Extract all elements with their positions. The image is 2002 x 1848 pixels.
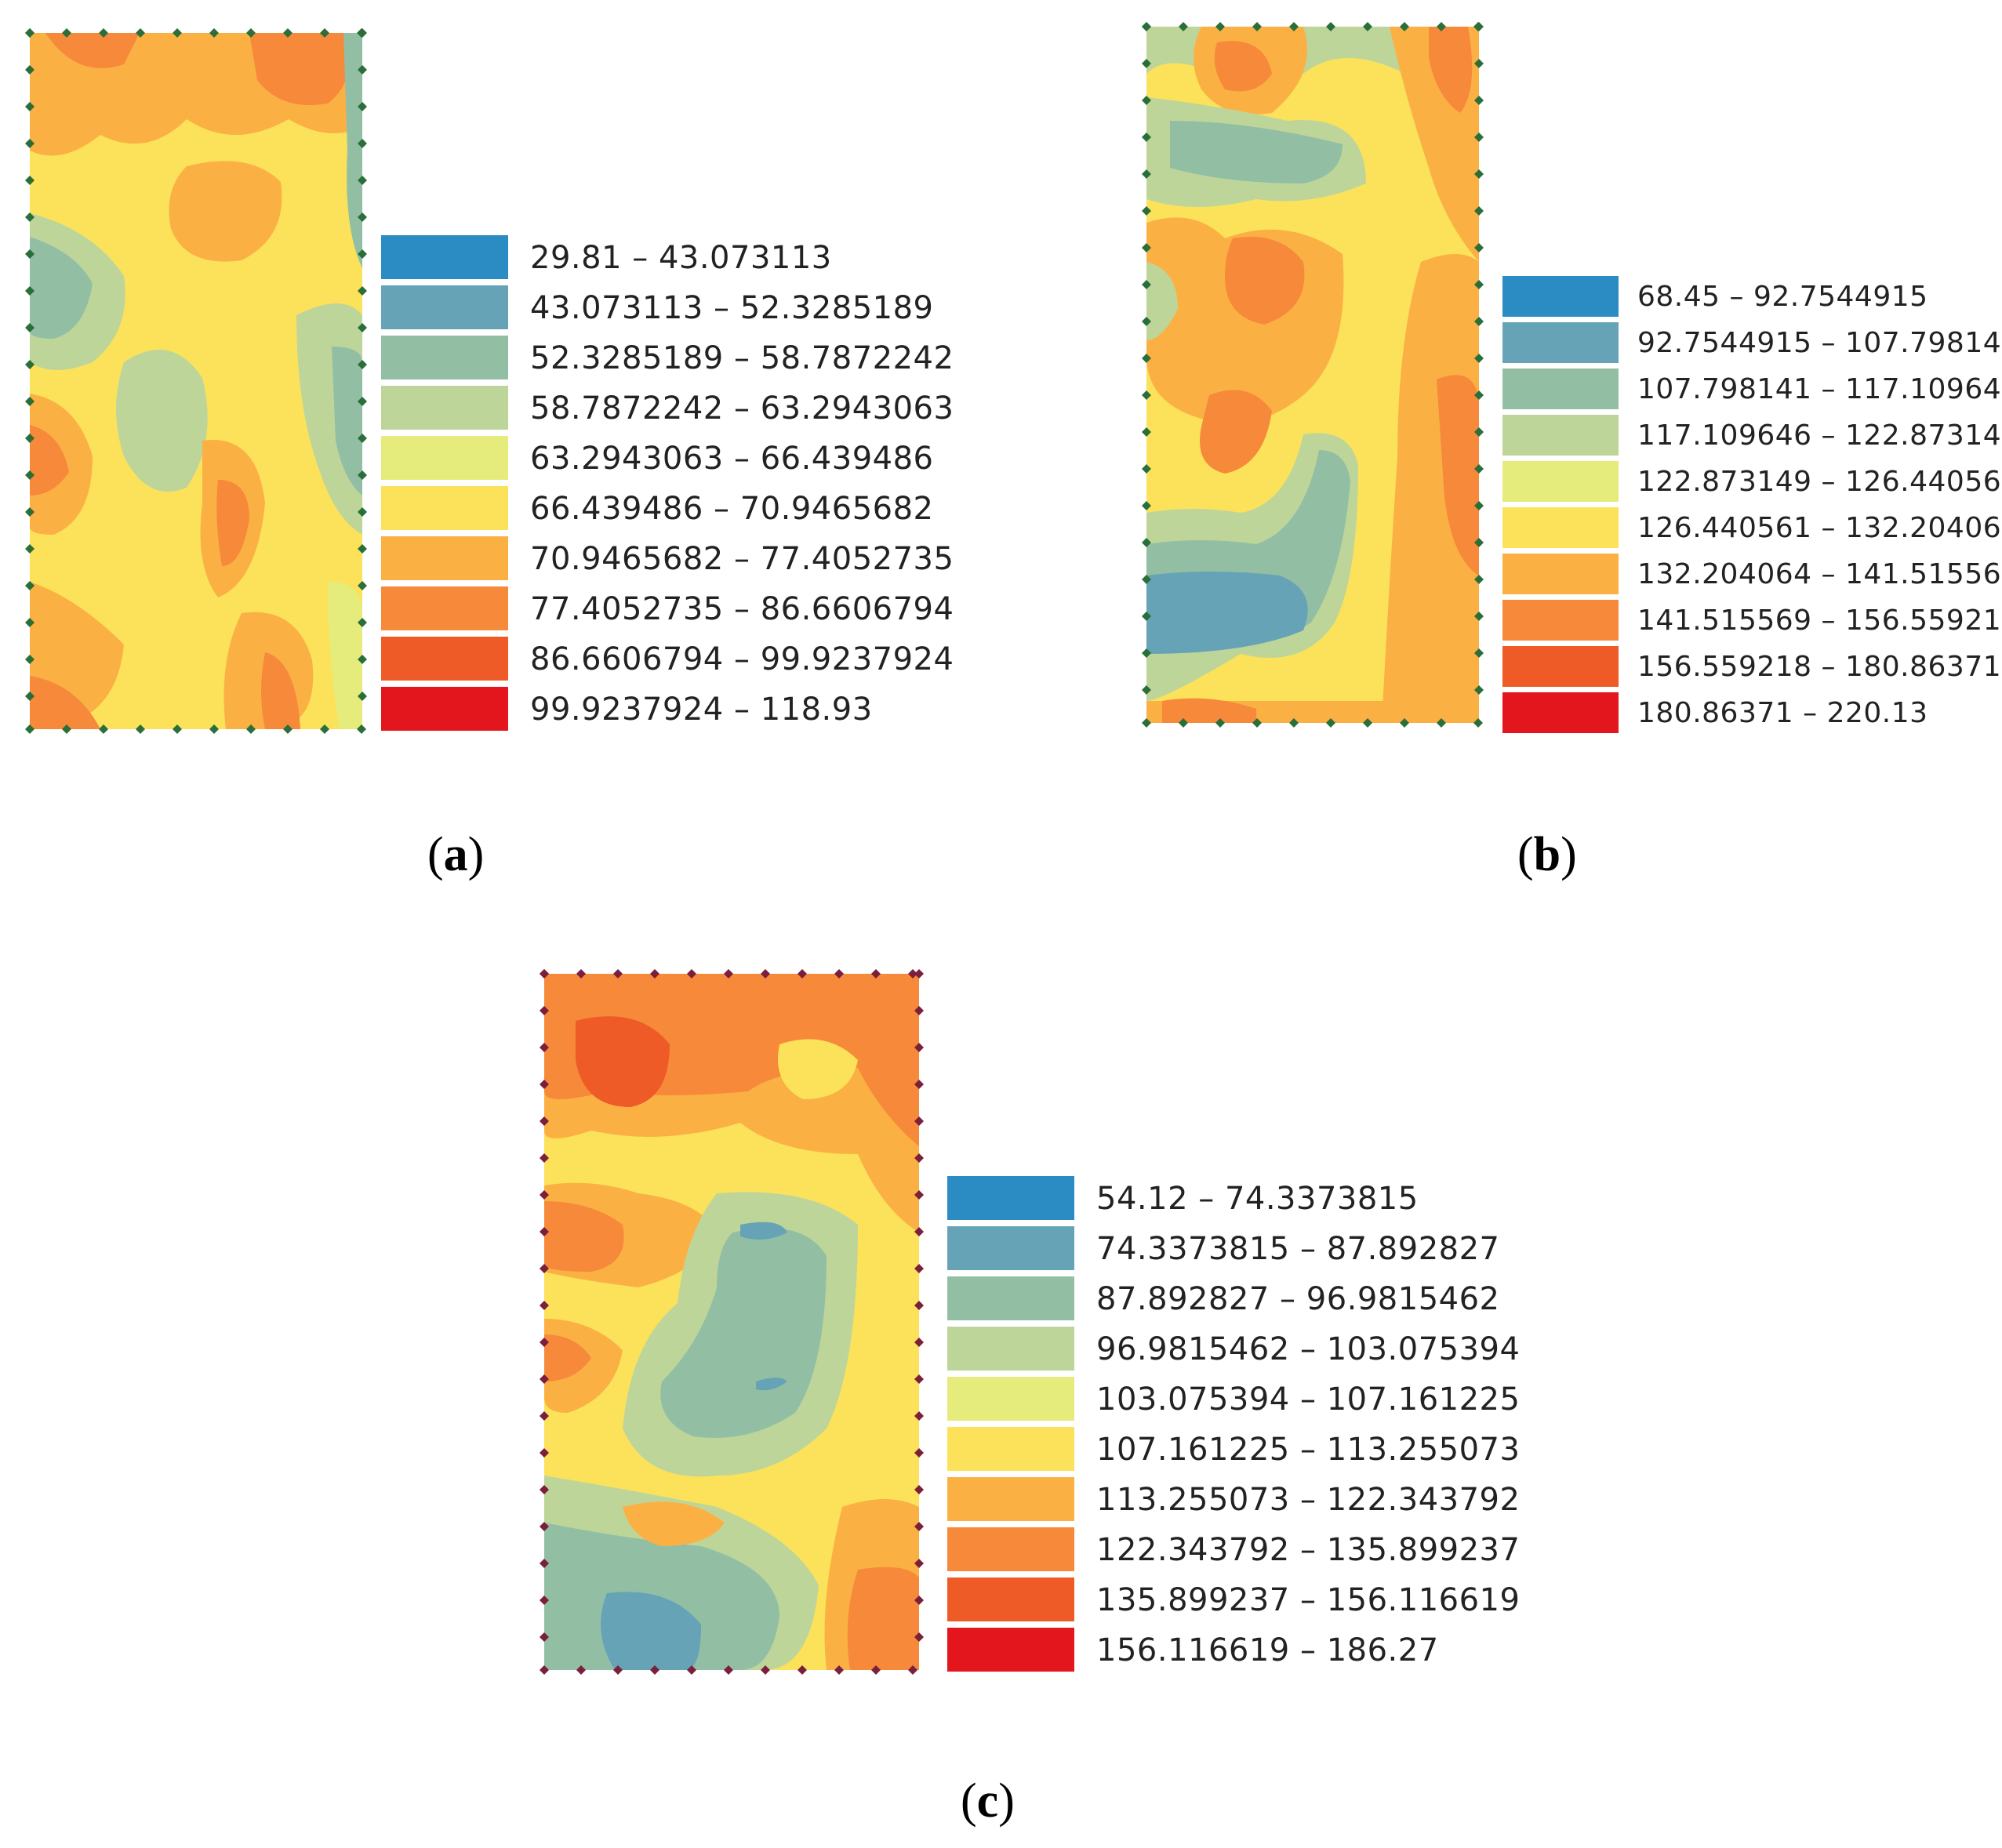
legend-label: 58.7872242 – 63.2943063 <box>530 390 954 427</box>
legend-swatch <box>381 235 508 279</box>
contour-map-b <box>1146 27 1479 723</box>
legend-label: 132.204064 – 141.515569 <box>1637 558 2002 590</box>
legend-swatch <box>1502 554 1619 594</box>
legend-swatch <box>947 1427 1074 1471</box>
legend-swatch <box>1502 692 1619 733</box>
caption-a: (a) <box>427 828 485 881</box>
contour-map-a <box>30 33 362 729</box>
map-a <box>30 33 362 729</box>
legend-swatch <box>1502 600 1619 641</box>
caption-letter: c <box>976 1774 999 1828</box>
legend-swatch <box>381 687 508 731</box>
legend-label: 54.12 – 74.3373815 <box>1096 1181 1419 1217</box>
legend-swatch <box>381 536 508 580</box>
legend-swatch <box>381 336 508 379</box>
legend-label: 87.892827 – 96.9815462 <box>1096 1281 1500 1317</box>
legend-swatch <box>1502 507 1619 548</box>
legend-swatch <box>1502 415 1619 456</box>
legend-swatch <box>947 1527 1074 1571</box>
legend-swatch <box>947 1377 1074 1421</box>
legend-swatch <box>381 386 508 430</box>
legend-label: 70.9465682 – 77.4052735 <box>530 541 954 577</box>
map-b <box>1146 27 1479 723</box>
legend-swatch <box>1502 369 1619 409</box>
legend-label: 156.559218 – 180.86371 <box>1637 651 2002 683</box>
legend-swatch <box>381 285 508 329</box>
legend-label: 122.873149 – 126.440561 <box>1637 466 2002 498</box>
legend-swatch <box>1502 646 1619 687</box>
contour-map-c <box>544 974 919 1670</box>
map-c <box>544 974 919 1670</box>
legend-b: 68.45 – 92.7544915 92.7544915 – 107.7981… <box>1502 276 2002 739</box>
legend-label: 126.440561 – 132.204064 <box>1637 512 2002 544</box>
legend-label: 107.161225 – 113.255073 <box>1096 1432 1521 1468</box>
caption-letter: a <box>443 828 468 881</box>
legend-swatch <box>947 1226 1074 1270</box>
legend-c: 54.12 – 74.3373815 74.3373815 – 87.89282… <box>947 1176 1528 1678</box>
legend-label: 96.9815462 – 103.075394 <box>1096 1331 1521 1367</box>
legend-label: 92.7544915 – 107.798141 <box>1637 327 2002 359</box>
legend-swatch <box>381 486 508 530</box>
legend-label: 122.343792 – 135.899237 <box>1096 1532 1521 1568</box>
legend-label: 74.3373815 – 87.892827 <box>1096 1231 1500 1267</box>
legend-label: 117.109646 – 122.873149 <box>1637 419 2002 452</box>
legend-swatch <box>1502 322 1619 363</box>
legend-label: 43.073113 – 52.3285189 <box>530 290 934 326</box>
legend-a: 29.81 – 43.073113 43.073113 – 52.3285189… <box>381 235 1008 737</box>
legend-label: 180.86371 – 220.13 <box>1637 697 1928 729</box>
legend-swatch <box>947 1578 1074 1621</box>
legend-label: 113.255073 – 122.343792 <box>1096 1482 1521 1518</box>
legend-swatch <box>947 1276 1074 1320</box>
legend-swatch <box>381 637 508 681</box>
legend-swatch <box>1502 461 1619 502</box>
legend-swatch <box>1502 276 1619 317</box>
legend-label: 99.9237924 – 118.93 <box>530 692 873 728</box>
legend-label: 68.45 – 92.7544915 <box>1637 281 1928 313</box>
legend-label: 156.116619 – 186.27 <box>1096 1632 1439 1668</box>
legend-label: 86.6606794 – 99.9237924 <box>530 641 954 677</box>
legend-label: 52.3285189 – 58.7872242 <box>530 340 954 376</box>
caption-letter: b <box>1533 828 1561 881</box>
legend-label: 29.81 – 43.073113 <box>530 240 832 276</box>
legend-swatch <box>947 1477 1074 1521</box>
legend-label: 66.439486 – 70.9465682 <box>530 491 934 527</box>
legend-swatch <box>947 1628 1074 1672</box>
legend-label: 141.515569 – 156.559218 <box>1637 605 2002 637</box>
legend-label: 63.2943063 – 66.439486 <box>530 441 934 477</box>
legend-label: 107.798141 – 117.109646 <box>1637 373 2002 405</box>
legend-swatch <box>381 436 508 480</box>
legend-label: 77.4052735 – 86.6606794 <box>530 591 954 627</box>
legend-swatch <box>947 1176 1074 1220</box>
caption-c: (c) <box>961 1774 1015 1828</box>
legend-label: 135.899237 – 156.116619 <box>1096 1582 1521 1618</box>
legend-label: 103.075394 – 107.161225 <box>1096 1381 1521 1418</box>
legend-swatch <box>947 1327 1074 1371</box>
legend-swatch <box>381 586 508 630</box>
caption-b: (b) <box>1517 828 1577 881</box>
